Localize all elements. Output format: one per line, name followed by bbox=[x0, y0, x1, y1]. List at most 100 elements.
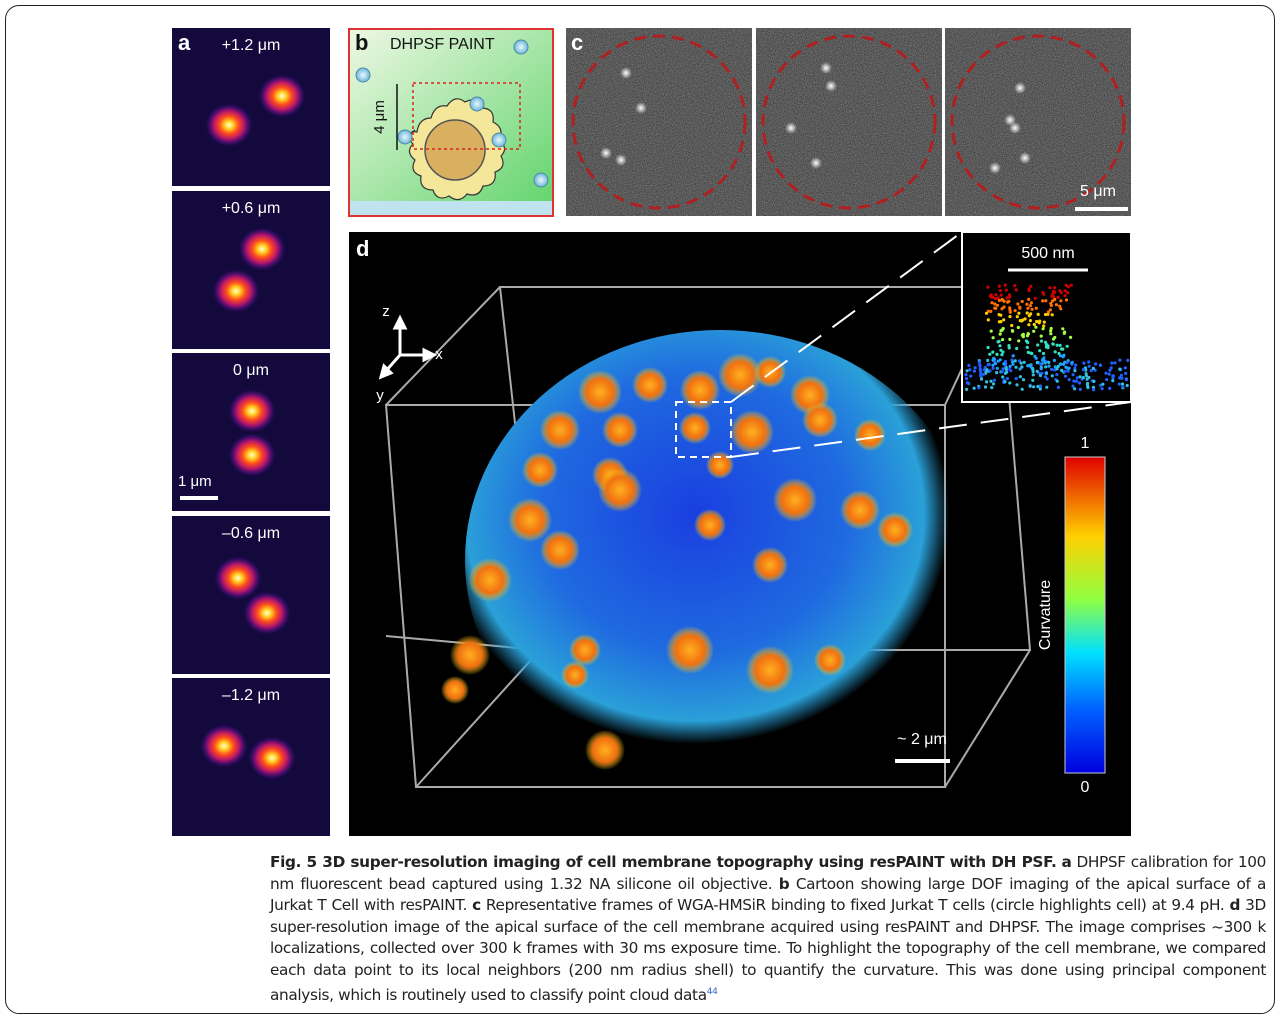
axis-label: x bbox=[435, 346, 443, 363]
inset-point bbox=[1047, 310, 1050, 313]
inset-point bbox=[1040, 340, 1043, 343]
inset-point bbox=[968, 368, 971, 371]
inset-point bbox=[992, 367, 995, 370]
inset-point bbox=[1028, 289, 1031, 292]
inset-point bbox=[974, 366, 977, 369]
inset-point bbox=[1005, 368, 1008, 371]
inset-point bbox=[982, 373, 985, 376]
inset-point bbox=[988, 363, 991, 366]
inset-point bbox=[973, 370, 976, 373]
inset-point bbox=[1024, 317, 1027, 320]
inset-point bbox=[1044, 341, 1047, 344]
inset-point bbox=[1052, 290, 1055, 293]
inset-point bbox=[996, 304, 999, 307]
inset-point bbox=[1053, 359, 1056, 362]
inset-point bbox=[1060, 347, 1063, 350]
inset-point bbox=[1072, 380, 1075, 383]
inset-point bbox=[1011, 361, 1014, 364]
inset-point bbox=[1078, 375, 1081, 378]
inset-point bbox=[1055, 303, 1058, 306]
inset-point bbox=[977, 386, 980, 389]
inset-point bbox=[1026, 346, 1029, 349]
depth-label: 0 μm bbox=[233, 362, 269, 379]
inset-point bbox=[986, 359, 989, 362]
frame-spot bbox=[989, 162, 1001, 174]
inset-point bbox=[987, 346, 990, 349]
inset-point bbox=[998, 320, 1001, 323]
inset-point bbox=[990, 330, 993, 333]
inset-point bbox=[1126, 384, 1129, 387]
scale-bar-label: 4 μm bbox=[371, 100, 388, 134]
inset-point bbox=[987, 318, 990, 321]
inset-point bbox=[1068, 378, 1071, 381]
bump bbox=[706, 451, 734, 479]
inset-point bbox=[1033, 355, 1036, 358]
inset-point bbox=[1027, 323, 1030, 326]
inset-point bbox=[1008, 381, 1011, 384]
reference[interactable]: 44 bbox=[707, 987, 718, 997]
inset-point bbox=[1099, 364, 1102, 367]
inset-point bbox=[1048, 286, 1051, 289]
inset-point bbox=[965, 377, 968, 380]
colorbar-label: Curvature bbox=[1037, 580, 1054, 650]
inset-point bbox=[1074, 364, 1077, 367]
inset-point bbox=[1008, 338, 1011, 341]
inset-point bbox=[1047, 361, 1050, 364]
inset-point bbox=[995, 371, 998, 374]
inset-point bbox=[1087, 360, 1090, 363]
bump bbox=[854, 419, 886, 451]
inset-point bbox=[1073, 387, 1076, 390]
inset-point bbox=[1033, 323, 1036, 326]
bump bbox=[752, 547, 788, 583]
bump bbox=[679, 412, 711, 444]
inset-point bbox=[1005, 289, 1008, 292]
scale-bar-label: 5 μm bbox=[1080, 183, 1116, 200]
inset-point bbox=[990, 386, 993, 389]
inset-point bbox=[986, 286, 989, 289]
inset-point bbox=[1060, 369, 1063, 372]
inset-point bbox=[1092, 367, 1095, 370]
inset-point bbox=[1036, 343, 1039, 346]
inset-point bbox=[1000, 294, 1003, 297]
inset-point bbox=[1023, 361, 1026, 364]
inset-point bbox=[1027, 332, 1030, 335]
bump bbox=[754, 356, 786, 388]
inset-point bbox=[998, 299, 1001, 302]
inset-point bbox=[985, 312, 988, 315]
inset-point bbox=[1108, 387, 1111, 390]
inset-point bbox=[1059, 299, 1062, 302]
inset-point bbox=[1029, 304, 1032, 307]
inset-point bbox=[1088, 365, 1091, 368]
inset-point bbox=[1051, 293, 1054, 296]
inset-point bbox=[990, 301, 993, 304]
inset-point bbox=[992, 336, 995, 339]
scale-bar-label: ~ 2 μm bbox=[897, 731, 947, 748]
inset-point bbox=[1016, 315, 1019, 318]
inset-point bbox=[1067, 359, 1070, 362]
inset-point bbox=[1015, 347, 1018, 350]
inset-point bbox=[1076, 376, 1079, 379]
bump bbox=[598, 468, 642, 512]
inset-point bbox=[1017, 339, 1020, 342]
inset-point bbox=[993, 307, 996, 310]
frame-noise bbox=[756, 28, 942, 216]
bump bbox=[540, 530, 580, 570]
inset-point bbox=[1014, 309, 1017, 312]
inset-point bbox=[964, 373, 967, 376]
bump bbox=[540, 410, 580, 450]
caption-part-text: Representative frames of WGA-HMSiR bindi… bbox=[486, 896, 1225, 914]
panel-label: a bbox=[178, 30, 191, 55]
inset-point bbox=[986, 368, 989, 371]
frame-spot bbox=[620, 67, 632, 79]
frame-spot bbox=[1004, 114, 1016, 126]
inset-point bbox=[1015, 288, 1018, 291]
frame-spot bbox=[1019, 152, 1031, 164]
inset-point bbox=[1125, 378, 1128, 381]
frame-spot bbox=[600, 147, 612, 159]
inset-point bbox=[1060, 291, 1063, 294]
inset-point bbox=[1022, 378, 1025, 381]
inset-point bbox=[1039, 363, 1042, 366]
inset-point bbox=[1063, 332, 1066, 335]
inset-point bbox=[1101, 383, 1104, 386]
inset-point bbox=[1072, 373, 1075, 376]
